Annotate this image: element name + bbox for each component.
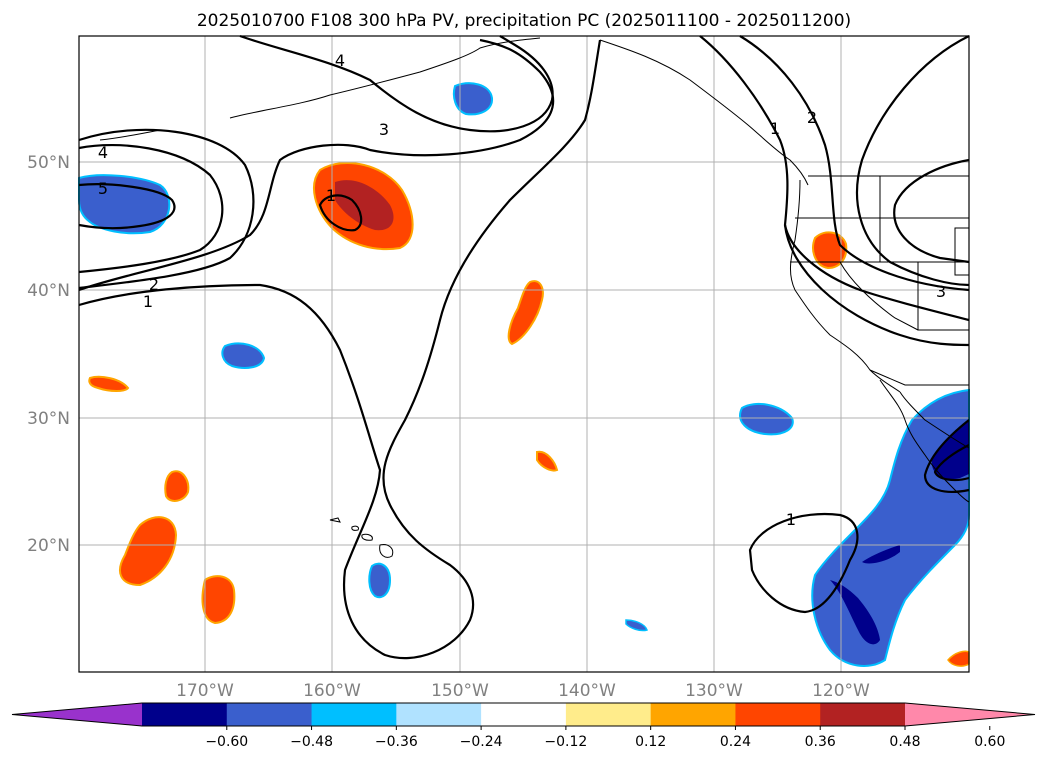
colorbar-segment — [481, 703, 567, 726]
contour-southeast-edge-inner — [933, 444, 970, 482]
coast-aleutians — [229, 37, 541, 119]
precip-core-central — [335, 180, 394, 231]
contour-3-north — [239, 34, 554, 133]
colorbar-segment — [396, 703, 482, 726]
coast-hawaii-3 — [361, 533, 373, 541]
contour-label-2-west: 2 — [149, 275, 159, 294]
coast-hawaii-4 — [379, 544, 394, 558]
lon-label-150w: 150°W — [431, 681, 489, 701]
pv-contours — [78, 34, 970, 660]
coast-gulf-of-california — [899, 391, 970, 449]
contour-5-west — [78, 183, 176, 230]
contour-label-5-west: 5 — [98, 179, 108, 198]
contour-label-1-east: 1 — [770, 119, 780, 138]
map-frame — [78, 35, 970, 673]
contour-1-main — [78, 39, 602, 660]
colorbar-tick-label: −0.36 — [375, 734, 418, 750]
contour-1-east-lower — [783, 224, 970, 347]
precip-blob-small-blue — [221, 342, 266, 369]
border-ca-nv — [839, 261, 919, 331]
contour-2-east — [739, 35, 970, 292]
precip-core-southeast-mid — [862, 545, 900, 564]
colorbar-tick-label: 0.60 — [974, 734, 1005, 750]
contour-label-4-west: 4 — [98, 143, 108, 162]
coast-alaska-bc — [599, 39, 809, 186]
contour-label-1-west: 1 — [143, 292, 153, 311]
colorbar-extend-low — [12, 703, 142, 726]
coast-hawaii-1 — [329, 517, 341, 523]
colorbar-segment — [565, 703, 652, 726]
contour-3-west — [78, 128, 255, 290]
border-us-mexico — [869, 369, 969, 386]
lat-label-20n: 20°N — [27, 536, 70, 556]
coast-mexico — [879, 379, 970, 503]
precip-blob-orange-25n — [164, 470, 190, 502]
lat-label-40n: 40°N — [27, 281, 70, 301]
colorbar-outline — [11, 702, 1036, 727]
colorbar-tick-label: −0.60 — [205, 734, 248, 750]
precip-blob-small-orange-west — [88, 375, 130, 392]
precip-blob-hawaii — [368, 562, 392, 599]
colorbar-tick-label: 0.24 — [720, 734, 751, 750]
colorbar-segment — [650, 703, 736, 726]
map-title: 2025010700 F108 300 hPa PV, precipitatio… — [197, 11, 851, 31]
precip-blob-blue-east — [739, 402, 794, 436]
precip-blob-north — [452, 82, 494, 116]
lon-label-130w: 130°W — [685, 681, 743, 701]
colorbar-tick-label: −0.12 — [544, 734, 587, 750]
precip-blob-tiny-blue — [625, 619, 648, 632]
coast-us-west — [790, 179, 901, 393]
colorbar: −0.60 −0.48 −0.36 −0.24 −0.12 0.12 0.24 0.36 0.4… — [11, 702, 1036, 750]
contour-label-3-east: 3 — [936, 282, 946, 301]
colorbar-segment — [820, 703, 906, 726]
coast-hawaii-2 — [351, 525, 359, 531]
colorbar-tick-label: −0.24 — [460, 734, 503, 750]
colorbar-segment — [226, 703, 313, 726]
colorbar-tick-label: 0.12 — [635, 734, 666, 750]
contour-label-2-east: 2 — [807, 108, 817, 127]
lat-label-30n: 30°N — [27, 409, 70, 429]
lon-label-120w: 120°W — [812, 681, 870, 701]
colorbar-segment — [311, 703, 397, 726]
contour-label-4-north: 4 — [335, 51, 345, 70]
lat-labels: 50°N 40°N 30°N 20°N — [27, 153, 70, 556]
colorbar-segment — [735, 703, 821, 726]
colorbar-tick-label: 0.36 — [805, 734, 836, 750]
lon-label-160w: 160°W — [303, 681, 361, 701]
precip-blob-small-orange-central — [536, 450, 559, 472]
graticule — [79, 36, 969, 672]
contour-1-southeast — [748, 513, 859, 614]
contour-labels: 4 5 3 2 1 1 1 2 4 3 1 — [98, 51, 946, 529]
contour-1-central-closed — [318, 194, 363, 232]
contour-4-east — [893, 158, 970, 264]
lon-labels: 170°W 160°W 150°W 140°W 130°W 120°W — [176, 681, 870, 701]
contour-label-3-north: 3 — [379, 120, 389, 139]
contour-4-west — [78, 143, 224, 274]
lat-label-50n: 50°N — [27, 153, 70, 173]
precip-blob-orange-15n — [201, 575, 236, 625]
lon-label-170w: 170°W — [176, 681, 234, 701]
colorbar-segment — [142, 703, 228, 726]
contour-label-1-central: 1 — [326, 186, 336, 205]
colorbar-extend-high — [905, 703, 1035, 726]
precip-core-southeast-south — [830, 580, 880, 645]
contour-3-east-outer — [855, 35, 970, 287]
colorbar-tick-label: 0.48 — [889, 734, 920, 750]
contour-southeast-edge — [923, 419, 970, 493]
precip-shading — [78, 82, 970, 667]
colorbar-tick-label: −0.48 — [290, 734, 333, 750]
contour-2-main — [78, 38, 555, 292]
lon-label-140w: 140°W — [558, 681, 616, 701]
contour-label-1-southeast: 1 — [786, 510, 796, 529]
